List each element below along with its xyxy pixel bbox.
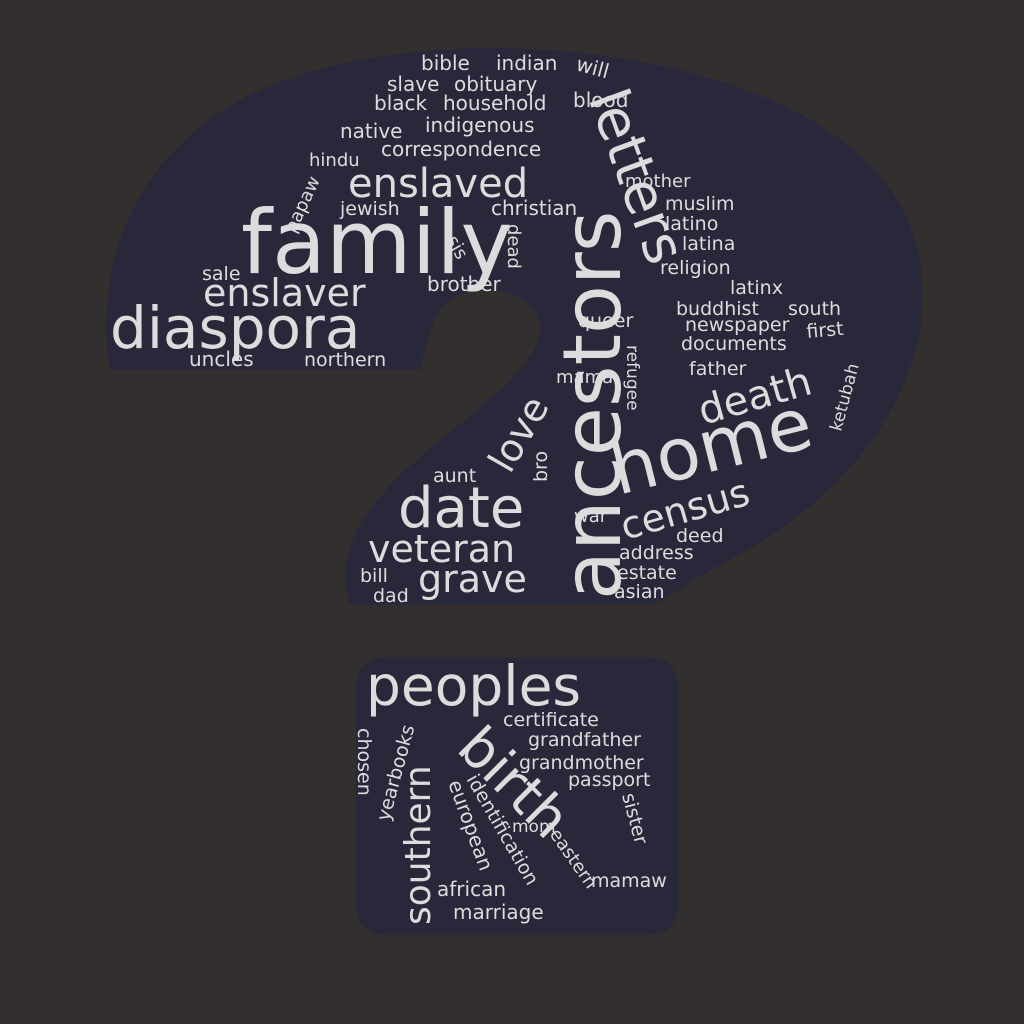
word-dead: dead <box>503 224 524 269</box>
word-muslim: muslim <box>665 193 735 215</box>
word-mamaw: mamaw <box>591 870 667 892</box>
word-latino: latino <box>665 213 718 235</box>
word-father: father <box>689 358 747 380</box>
word-southern: southern <box>398 765 439 925</box>
word-christian: christian <box>491 196 577 220</box>
word-documents: documents <box>681 333 787 355</box>
word-south: south <box>788 298 841 320</box>
word-latinx: latinx <box>730 277 783 299</box>
word-chosen: chosen <box>353 728 375 796</box>
word-passport: passport <box>568 769 650 791</box>
word-brother: brother <box>427 272 502 296</box>
word-first: first <box>806 318 845 343</box>
word-bro: bro <box>530 451 552 482</box>
word-black: black <box>374 91 428 115</box>
word-uncles: uncles <box>189 347 254 371</box>
word-queer: queer <box>578 310 633 332</box>
word-hindu: hindu <box>309 150 360 171</box>
word-grave: grave <box>418 557 527 601</box>
word-aunt: aunt <box>433 465 476 487</box>
word-jewish: jewish <box>339 198 400 220</box>
word-latina: latina <box>682 233 735 255</box>
word-certificate: certificate <box>503 709 599 731</box>
word-grandfather: grandfather <box>528 729 641 751</box>
word-bill: bill <box>360 565 388 587</box>
word-household: household <box>443 91 546 115</box>
word-correspondence: correspondence <box>381 137 541 161</box>
word-marriage: marriage <box>453 900 544 924</box>
word-indigenous: indigenous <box>425 113 535 137</box>
word-religion: religion <box>660 257 731 279</box>
word-refugee: refugee <box>622 345 642 411</box>
word-african: african <box>437 877 506 901</box>
word-address: address <box>619 542 694 564</box>
word-mother: mother <box>625 171 691 192</box>
word-mama: mama <box>556 367 613 388</box>
word-northern: northern <box>304 349 386 371</box>
word-asian: asian <box>614 581 665 603</box>
word-blood: blood <box>573 88 628 112</box>
word-sale: sale <box>202 263 241 285</box>
word-war: war <box>574 506 608 527</box>
word-dad: dad <box>373 585 409 607</box>
